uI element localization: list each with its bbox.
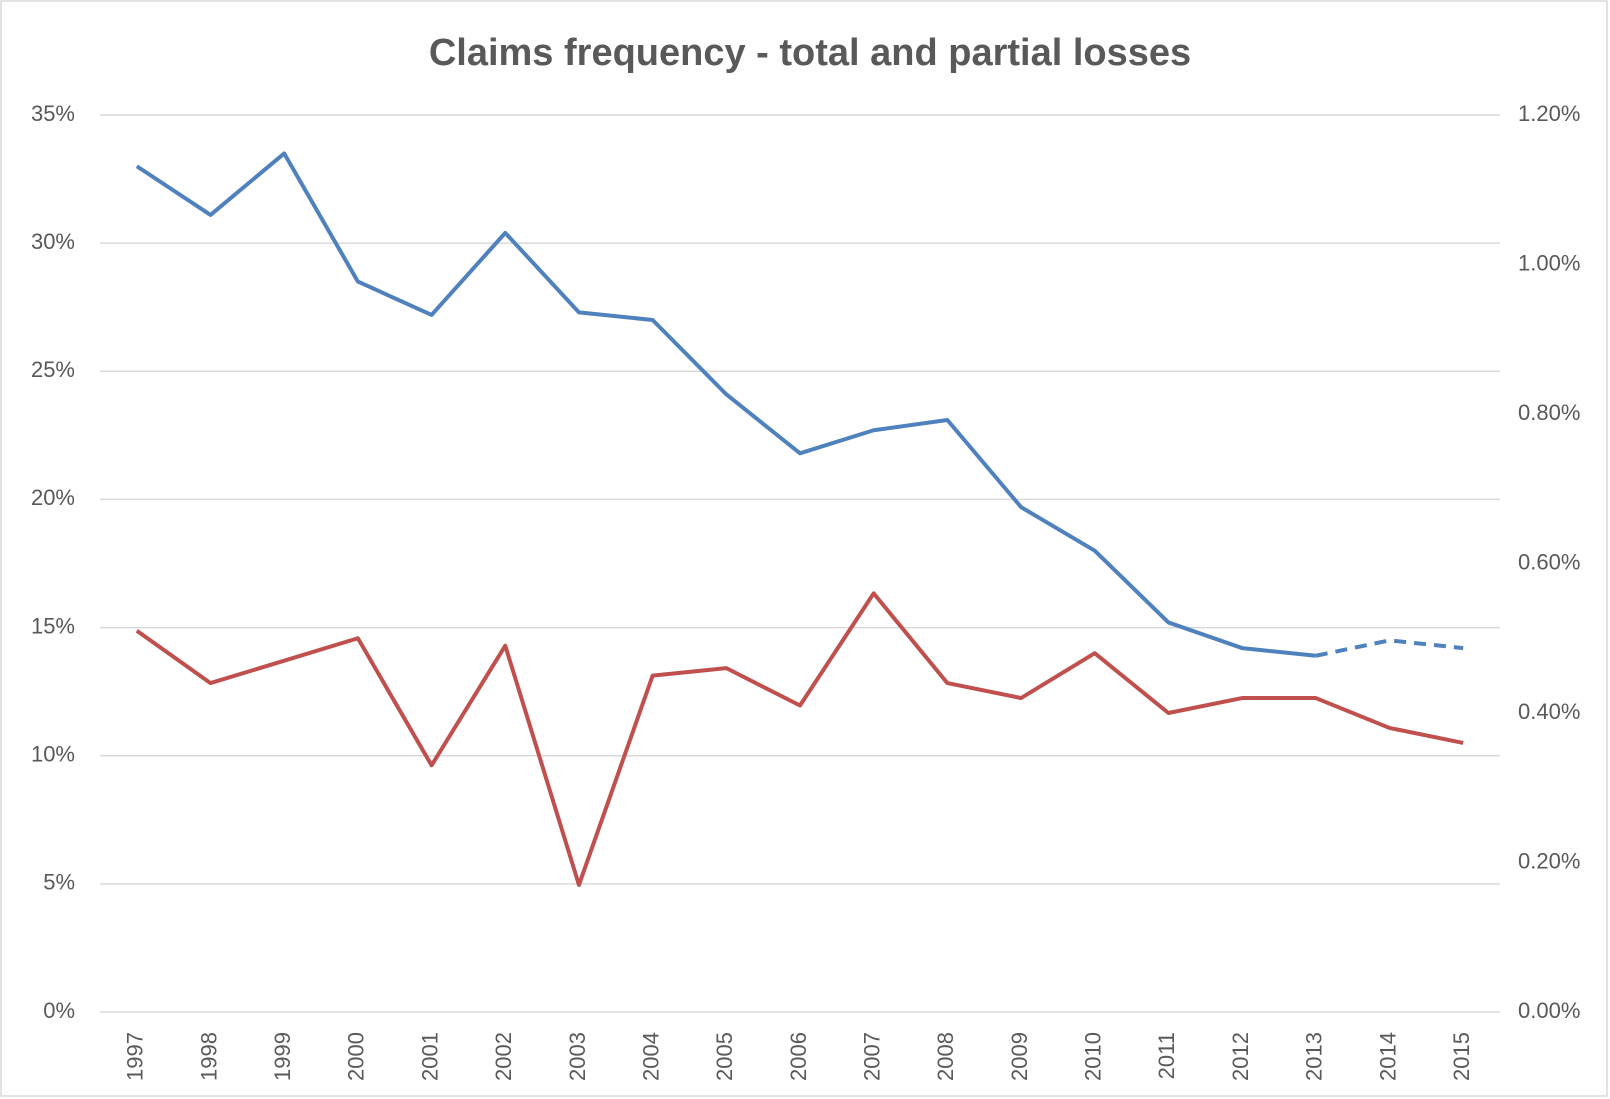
x-tick-label: 2001 (417, 1032, 442, 1081)
x-tick-label: 2000 (344, 1032, 369, 1081)
y-tick-label: 25% (31, 357, 75, 382)
x-tick-label: 2013 (1302, 1032, 1327, 1081)
x-tick-label: 2009 (1007, 1032, 1032, 1081)
x-tick-label: 2014 (1375, 1032, 1400, 1081)
x-tick-label: 2015 (1449, 1032, 1474, 1081)
y2-tick-label: 0.60% (1518, 549, 1580, 574)
y-tick-label: 20% (31, 485, 75, 510)
y-tick-label: 5% (43, 870, 75, 895)
y2-tick-label: 0.20% (1518, 848, 1580, 873)
x-tick-label: 2004 (638, 1032, 663, 1081)
y-tick-label: 30% (31, 229, 75, 254)
x-tick-label: 2012 (1228, 1032, 1253, 1081)
chart-title: Claims frequency - total and partial los… (429, 32, 1191, 74)
y-tick-label: 0% (43, 998, 75, 1023)
x-tick-label: 1998 (196, 1032, 221, 1081)
x-tick-label: 2011 (1154, 1032, 1179, 1079)
y2-tick-label: 0.80% (1518, 400, 1580, 425)
y2-tick-label: 1.00% (1518, 250, 1580, 275)
y2-tick-label: 0.40% (1518, 699, 1580, 724)
x-tick-label: 1999 (270, 1032, 295, 1081)
series-line (135, 591, 1464, 887)
x-tick-label: 2007 (859, 1032, 884, 1081)
y-tick-label: 35% (31, 101, 75, 126)
x-tick-label: 2002 (491, 1032, 516, 1081)
x-tick-label: 2005 (712, 1032, 737, 1081)
y2-tick-label: 1.20% (1518, 101, 1580, 126)
x-tick-label: 2010 (1081, 1032, 1106, 1081)
x-tick-label: 1997 (123, 1032, 148, 1081)
x-tick-label: 2003 (565, 1032, 590, 1081)
y2-tick-label: 0.00% (1518, 998, 1580, 1023)
y-tick-label: 10% (31, 742, 75, 767)
y-tick-label: 15% (31, 613, 75, 638)
series-line (135, 151, 1316, 658)
series-line (1315, 638, 1464, 658)
x-tick-label: 2006 (786, 1032, 811, 1081)
x-tick-label: 2008 (933, 1032, 958, 1081)
